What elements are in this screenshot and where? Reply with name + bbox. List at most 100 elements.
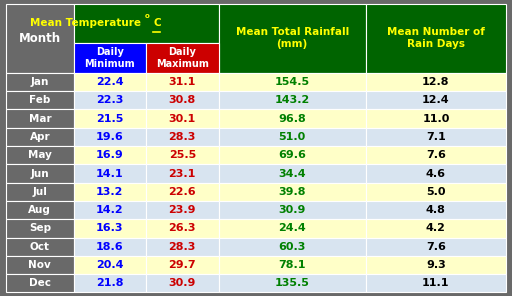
Text: 34.4: 34.4 [279, 168, 306, 178]
Text: 96.8: 96.8 [279, 114, 306, 124]
Bar [366, 73, 506, 91]
Text: 16.3: 16.3 [96, 223, 123, 234]
Bar [74, 43, 146, 73]
Bar [219, 4, 366, 73]
Bar [219, 91, 366, 110]
Text: Feb: Feb [29, 95, 51, 105]
Bar [74, 256, 146, 274]
Text: 60.3: 60.3 [279, 242, 306, 252]
Text: Daily
Minimum: Daily Minimum [84, 46, 135, 69]
Bar [6, 128, 74, 146]
Bar [219, 128, 366, 146]
Bar [219, 164, 366, 183]
Text: o: o [145, 13, 150, 19]
Text: 18.6: 18.6 [96, 242, 123, 252]
Text: 20.4: 20.4 [96, 260, 123, 270]
Text: 69.6: 69.6 [279, 150, 306, 160]
Bar [366, 219, 506, 238]
Bar [366, 201, 506, 219]
Text: 11.0: 11.0 [422, 114, 450, 124]
Text: Mean Total Rainfall
(mm): Mean Total Rainfall (mm) [236, 27, 349, 49]
Bar [6, 183, 74, 201]
Bar [74, 274, 146, 292]
Text: 12.8: 12.8 [422, 77, 450, 87]
Text: Apr: Apr [30, 132, 50, 142]
Bar [146, 256, 219, 274]
Bar [366, 256, 506, 274]
Text: 4.8: 4.8 [426, 205, 446, 215]
Bar [6, 219, 74, 238]
Bar [146, 91, 219, 110]
Text: 143.2: 143.2 [274, 95, 310, 105]
Text: 14.1: 14.1 [96, 168, 123, 178]
Text: 25.5: 25.5 [168, 150, 196, 160]
Bar [366, 274, 506, 292]
Bar [146, 238, 219, 256]
Bar [219, 73, 366, 91]
Text: Sep: Sep [29, 223, 51, 234]
Text: Mean Number of
Rain Days: Mean Number of Rain Days [387, 27, 485, 49]
Text: 23.1: 23.1 [168, 168, 196, 178]
Text: Oct: Oct [30, 242, 50, 252]
Text: 11.1: 11.1 [422, 278, 450, 288]
Bar [146, 274, 219, 292]
Bar [6, 274, 74, 292]
Bar [366, 146, 506, 164]
Bar [74, 146, 146, 164]
Bar [146, 164, 219, 183]
Bar [366, 4, 506, 73]
Text: 51.0: 51.0 [279, 132, 306, 142]
Bar [6, 146, 74, 164]
Text: 135.5: 135.5 [275, 278, 310, 288]
Bar [146, 128, 219, 146]
Text: May: May [28, 150, 52, 160]
Text: 21.5: 21.5 [96, 114, 123, 124]
Bar [146, 183, 219, 201]
Text: 23.9: 23.9 [168, 205, 196, 215]
Bar [146, 201, 219, 219]
Bar [366, 164, 506, 183]
Text: Nov: Nov [29, 260, 51, 270]
Text: 16.9: 16.9 [96, 150, 124, 160]
Bar [366, 183, 506, 201]
Text: 21.8: 21.8 [96, 278, 123, 288]
Bar [6, 91, 74, 110]
Bar [366, 128, 506, 146]
Text: 7.1: 7.1 [426, 132, 446, 142]
Bar [74, 219, 146, 238]
Text: 22.4: 22.4 [96, 77, 123, 87]
Text: 12.4: 12.4 [422, 95, 450, 105]
Text: 30.8: 30.8 [168, 95, 196, 105]
Text: Mean Temperature: Mean Temperature [30, 18, 145, 28]
Bar [219, 110, 366, 128]
Text: Jul: Jul [32, 187, 47, 197]
Text: 24.4: 24.4 [279, 223, 306, 234]
Text: 28.3: 28.3 [168, 242, 196, 252]
Text: 7.6: 7.6 [426, 150, 446, 160]
Text: 154.5: 154.5 [274, 77, 310, 87]
Bar [366, 238, 506, 256]
Bar [6, 164, 74, 183]
Bar [74, 91, 146, 110]
Bar [146, 110, 219, 128]
Text: C: C [153, 18, 161, 28]
Bar [366, 91, 506, 110]
Bar [146, 43, 219, 73]
Bar [6, 238, 74, 256]
Text: 14.2: 14.2 [96, 205, 123, 215]
Bar [74, 73, 146, 91]
Bar [366, 110, 506, 128]
Text: 5.0: 5.0 [426, 187, 445, 197]
Bar [219, 219, 366, 238]
Bar [6, 256, 74, 274]
Text: Aug: Aug [29, 205, 51, 215]
Bar [74, 238, 146, 256]
Bar [146, 219, 219, 238]
Text: 26.3: 26.3 [168, 223, 196, 234]
Text: 30.9: 30.9 [168, 278, 196, 288]
Text: 31.1: 31.1 [168, 77, 196, 87]
Bar [74, 201, 146, 219]
Text: 30.9: 30.9 [279, 205, 306, 215]
Bar [219, 183, 366, 201]
Bar [74, 4, 219, 43]
